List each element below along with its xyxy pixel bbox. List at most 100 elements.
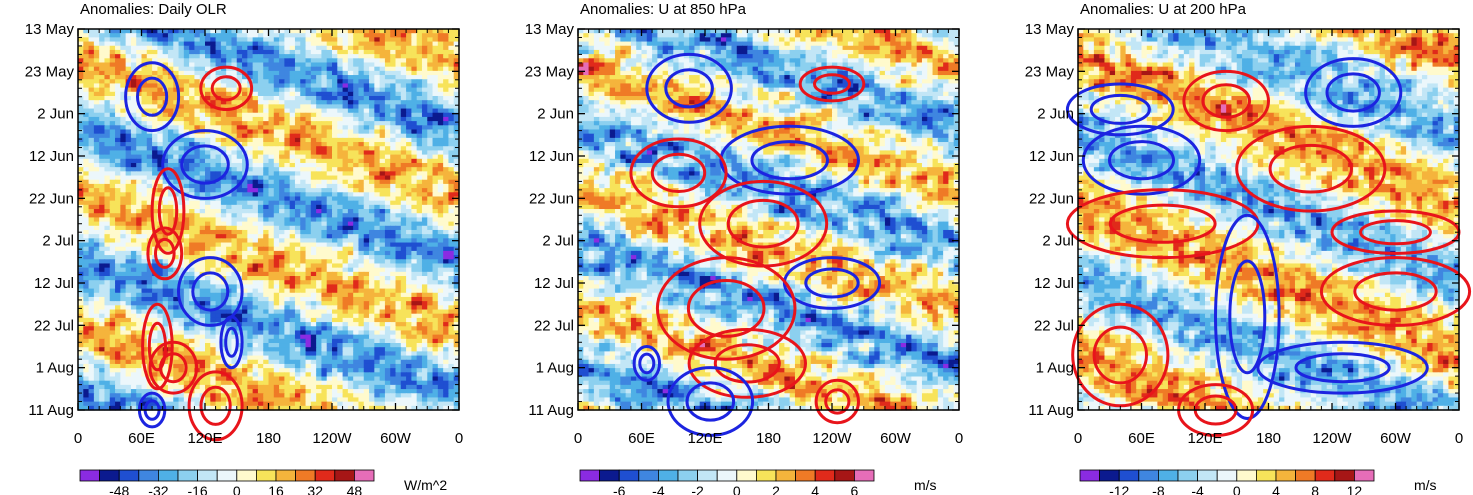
heat-cell — [136, 171, 143, 177]
heat-cell — [189, 125, 196, 131]
heat-cell — [162, 246, 169, 252]
heat-cell — [104, 79, 111, 85]
heat-cell — [125, 150, 132, 156]
heat-cell — [342, 271, 349, 277]
heat-cell — [257, 45, 264, 51]
heat-cell — [83, 95, 90, 101]
heat-cell — [152, 116, 158, 122]
heat-cell — [125, 41, 132, 47]
heat-cell — [252, 95, 259, 101]
heat-cell — [347, 45, 354, 51]
heat-cell — [104, 301, 111, 306]
heat-cell — [167, 150, 174, 156]
heat-cell — [437, 41, 444, 47]
heat-cell — [226, 66, 233, 72]
heat-cell — [374, 87, 381, 93]
heat-cell — [316, 229, 323, 235]
heat-cell — [78, 62, 84, 68]
heat-cell — [130, 313, 137, 319]
heat-cell — [220, 309, 227, 315]
heat-cell — [411, 217, 418, 223]
heat-cell — [263, 263, 270, 269]
heat-cell — [310, 238, 317, 244]
heat-cell — [183, 179, 190, 185]
heat-cell — [152, 33, 158, 38]
heat-cell — [379, 129, 386, 135]
heat-cell — [411, 263, 418, 269]
heat-cell — [136, 267, 143, 273]
heat-cell — [231, 179, 238, 185]
heat-cell — [342, 108, 349, 114]
heat-cell — [199, 309, 206, 315]
heat-cell — [236, 133, 243, 139]
heat-cell — [273, 112, 280, 118]
heat-cell — [152, 41, 158, 47]
heat-cell — [215, 196, 222, 202]
heat-cell — [406, 221, 412, 227]
heat-cell — [263, 150, 270, 156]
heat-cell — [205, 62, 211, 68]
heat-cell — [152, 280, 158, 285]
heat-cell — [199, 45, 206, 51]
heat-cell — [263, 175, 270, 181]
heat-cell — [199, 167, 206, 172]
heat-cell — [226, 58, 233, 64]
heat-cell — [205, 104, 211, 110]
heat-cell — [189, 234, 196, 239]
heat-cell — [379, 179, 386, 185]
heat-cell — [416, 49, 423, 55]
heat-cell — [247, 62, 254, 68]
heat-cell — [305, 137, 312, 143]
heat-cell — [284, 116, 291, 122]
heat-cell — [406, 70, 412, 76]
heat-cell — [257, 129, 264, 135]
heat-cell — [88, 95, 95, 101]
heat-cell — [437, 255, 444, 260]
heat-cell — [263, 213, 270, 219]
heat-cell — [406, 280, 412, 285]
heat-cell — [448, 213, 455, 219]
heat-cell — [194, 271, 201, 277]
heat-cell — [88, 29, 95, 34]
heat-cell — [231, 62, 238, 68]
heat-cell — [146, 313, 153, 319]
heat-cell — [189, 37, 196, 43]
heat-cell — [363, 276, 370, 281]
heat-cell — [189, 188, 196, 193]
heat-cell — [416, 229, 423, 235]
heat-cell — [215, 280, 222, 285]
heat-cell — [257, 246, 264, 252]
heat-cell — [379, 29, 386, 34]
heat-cell — [358, 137, 365, 143]
heat-cell — [109, 296, 116, 302]
heat-cell — [99, 83, 106, 89]
heat-cell — [189, 104, 196, 110]
heat-cell — [337, 87, 344, 93]
heat-cell — [411, 54, 418, 59]
heat-cell — [347, 188, 354, 193]
heat-cell — [242, 183, 248, 189]
heat-cell — [432, 158, 439, 164]
heat-cell — [384, 271, 391, 277]
heat-cell — [379, 162, 386, 168]
heat-cell — [268, 58, 275, 64]
heat-cell — [443, 154, 450, 160]
heat-cell — [263, 162, 270, 168]
heat-cell — [167, 255, 174, 260]
heat-cell — [252, 66, 259, 72]
heat-cell — [279, 162, 285, 168]
heat-cell — [252, 37, 259, 43]
heat-cell — [443, 116, 450, 122]
heat-cell — [337, 41, 344, 47]
heat-cell — [173, 66, 180, 72]
heat-cell — [326, 83, 333, 89]
heat-cell — [167, 217, 174, 223]
heat-cell — [347, 280, 354, 285]
heat-cell — [379, 171, 386, 177]
heat-cell — [310, 192, 317, 198]
heat-cell — [300, 255, 307, 260]
heat-cell — [252, 162, 259, 168]
heat-cell — [310, 125, 317, 131]
heat-cell — [321, 188, 328, 193]
heat-cell — [93, 259, 100, 265]
